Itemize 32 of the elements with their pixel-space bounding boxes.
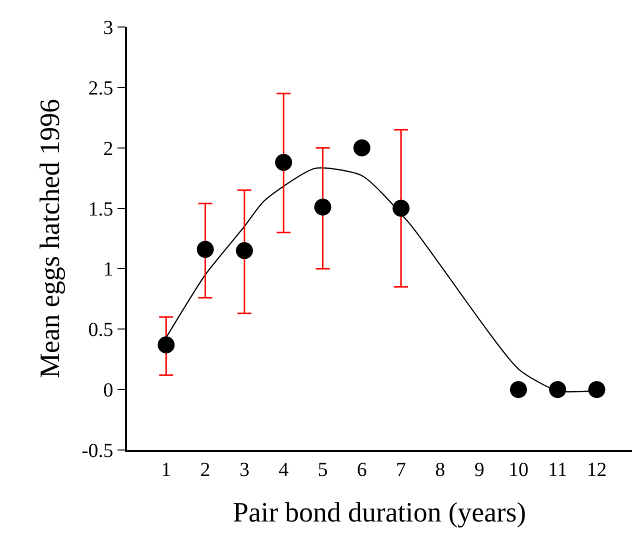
x-tick-label: 5 (318, 458, 328, 481)
y-tick-label: 1.5 (88, 198, 114, 220)
x-tick-label: 1 (161, 458, 172, 481)
y-tick-label: 1 (103, 258, 114, 281)
x-tick-label: 12 (586, 458, 607, 481)
x-tick-label: 10 (508, 458, 528, 481)
x-tick-label: 6 (356, 458, 367, 481)
point (392, 200, 410, 217)
x-axis-title: Pair bond duration (years) (232, 497, 526, 528)
x-tick-label: 3 (239, 458, 250, 481)
point (314, 198, 332, 216)
x-tick-label: 9 (474, 458, 484, 481)
point (510, 381, 527, 398)
y-tick-label: 0 (103, 380, 114, 402)
point (588, 381, 606, 398)
y-tick-label: 2.5 (88, 77, 114, 100)
x-tick-label: 4 (278, 458, 289, 481)
x-tick-label: 7 (396, 458, 406, 481)
y-tick-label: 3 (103, 17, 114, 39)
point (196, 240, 214, 258)
point (549, 381, 566, 398)
y-axis-title: Mean eggs hatched 1996 (34, 98, 66, 378)
point (236, 242, 253, 260)
y-tick-label: 2 (103, 138, 114, 160)
point (353, 139, 370, 156)
point (275, 154, 292, 171)
y-tick-label: -0.5 (82, 440, 114, 462)
y-tick-label: 0.5 (88, 319, 114, 342)
x-tick-label: 8 (435, 458, 446, 481)
point (158, 336, 175, 354)
x-tick-label: 2 (200, 458, 210, 481)
x-tick-label: 11 (548, 458, 568, 481)
